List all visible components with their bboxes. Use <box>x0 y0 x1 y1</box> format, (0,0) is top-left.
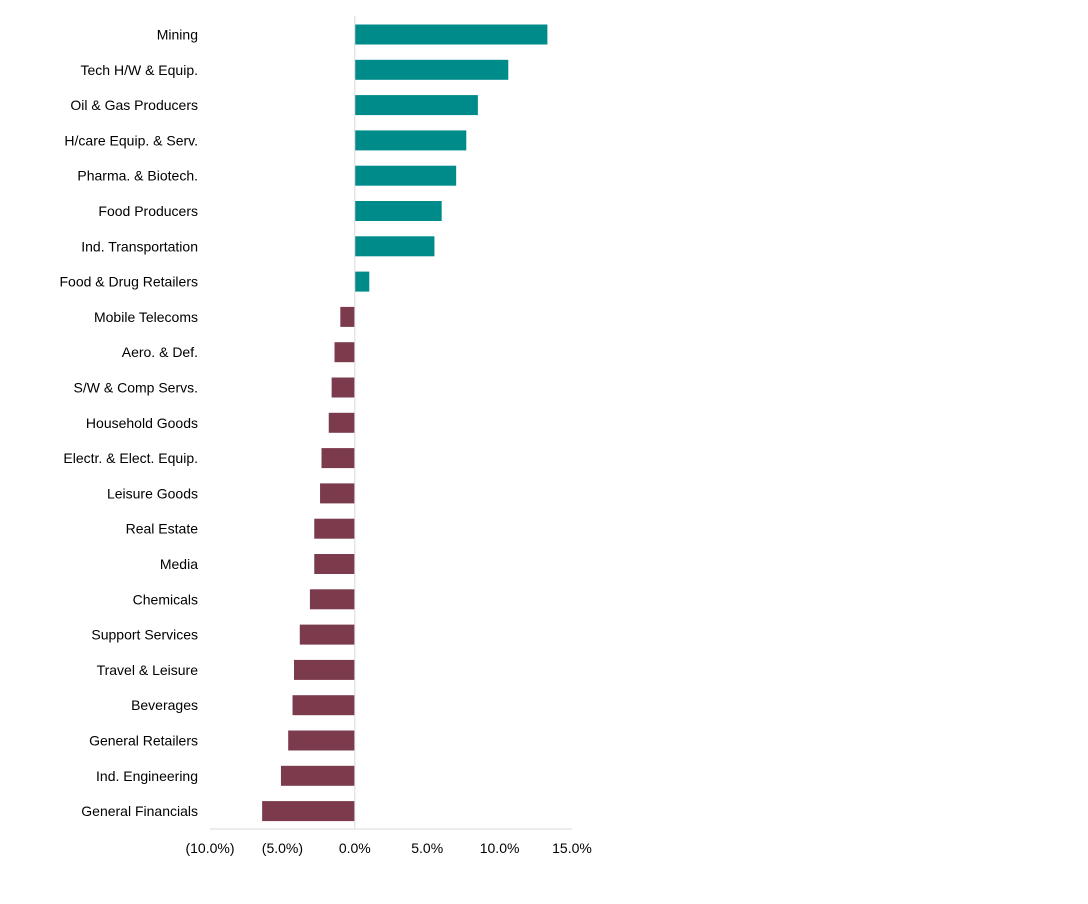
category-label-ind-engineering: Ind. Engineering <box>96 768 198 784</box>
bar-household-goods <box>328 412 355 433</box>
x-tick-label: (5.0%) <box>262 840 303 856</box>
x-tick-labels: (10.0%) (5.0%) 0.0% 5.0% 10.0% 15.0% <box>185 840 591 856</box>
category-label-leisure-goods: Leisure Goods <box>107 485 198 501</box>
bar-s-w-comp-servs <box>331 377 355 398</box>
x-tick-label: 5.0% <box>411 840 443 856</box>
category-label-ind-transportation: Ind. Transportation <box>81 238 198 254</box>
category-label-food-producers: Food Producers <box>98 203 198 219</box>
category-label-chemicals: Chemicals <box>133 591 198 607</box>
bar-chemicals <box>309 589 355 610</box>
category-label-general-retailers: General Retailers <box>89 733 198 749</box>
bar-food-producers <box>354 201 442 221</box>
category-label-tech-h-w-equip: Tech H/W & Equip. <box>81 62 199 78</box>
bar-general-retailers <box>288 730 355 751</box>
bars-group <box>262 24 548 822</box>
bar-general-financials <box>262 801 355 822</box>
category-label-food-drug-retailers: Food & Drug Retailers <box>59 274 198 290</box>
category-label-travel-leisure: Travel & Leisure <box>97 662 199 678</box>
category-label-pharma-biotech: Pharma. & Biotech. <box>77 168 198 184</box>
category-label-h-care-equip-serv: H/care Equip. & Serv. <box>64 132 198 148</box>
category-label-household-goods: Household Goods <box>86 415 198 431</box>
x-tick-label: 10.0% <box>480 840 520 856</box>
bar-oil-gas-producers <box>354 95 478 116</box>
category-label-mining: Mining <box>157 27 198 43</box>
bar-media <box>314 554 355 574</box>
bar-ind-transportation <box>354 236 435 257</box>
category-labels: Mining Tech H/W & Equip. Oil & Gas Produce… <box>59 27 198 820</box>
bar-h-care-equip-serv <box>354 130 467 151</box>
category-label-mobile-telecoms: Mobile Telecoms <box>94 309 198 325</box>
bar-real-estate <box>314 518 355 539</box>
bar-travel-leisure <box>293 659 355 680</box>
category-label-electr-elect-equip: Electr. & Elect. Equip. <box>63 450 198 466</box>
x-tick-label: (10.0%) <box>185 840 234 856</box>
category-label-media: Media <box>160 556 198 572</box>
bar-tech-h-w-equip <box>354 59 509 80</box>
bar-mobile-telecoms <box>340 306 355 327</box>
x-tick-label: 15.0% <box>552 840 592 856</box>
category-label-aero-def: Aero. & Def. <box>122 344 198 360</box>
bar-ind-engineering <box>280 765 355 786</box>
bar-electr-elect-equip <box>321 448 355 469</box>
category-label-oil-gas-producers: Oil & Gas Producers <box>70 97 198 113</box>
category-label-real-estate: Real Estate <box>126 521 199 537</box>
bar-pharma-biotech <box>354 165 457 186</box>
category-label-support-services: Support Services <box>91 627 198 643</box>
bar-leisure-goods <box>320 483 355 504</box>
x-tick-label: 0.0% <box>339 840 371 856</box>
axes <box>210 16 572 830</box>
bar-mining <box>354 24 548 45</box>
bar-aero-def <box>334 342 355 363</box>
bar-support-services <box>299 624 355 645</box>
category-label-s-w-comp-servs: S/W & Comp Servs. <box>74 380 198 396</box>
bar-beverages <box>292 695 355 716</box>
bar-food-drug-retailers <box>354 271 370 292</box>
category-label-general-financials: General Financials <box>81 803 198 819</box>
category-label-beverages: Beverages <box>131 697 198 713</box>
